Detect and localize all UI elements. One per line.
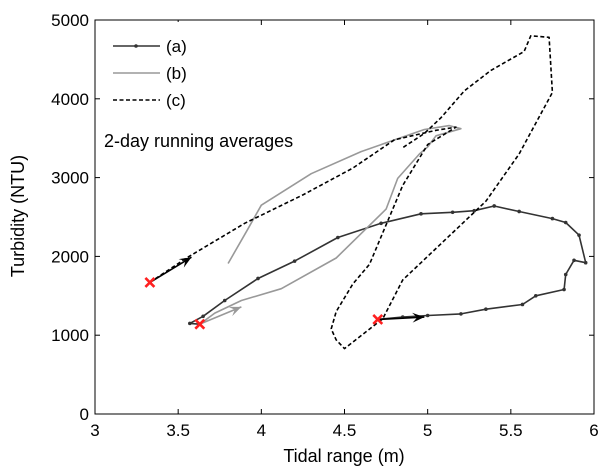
start-marker-x [144,276,156,288]
y-tick-label: 3000 [51,169,89,188]
annotation-text: 2-day running averages [104,131,293,151]
x-tick-label: 4 [257,421,266,440]
legend-label-2: (c) [166,91,186,110]
series-point [425,313,430,318]
series-point [563,220,568,225]
legend-box [103,22,207,110]
start-marker-x [372,314,384,325]
x-tick-label: 3.5 [166,421,190,440]
series-point [583,260,588,265]
series-point [222,298,227,303]
series-point [256,276,260,281]
x-tick-label: 3 [90,421,99,440]
legend-label-0: (a) [166,37,187,56]
series-point [292,259,297,263]
y-axis-label: Turbidity (NTU) [8,155,28,277]
series-point [520,302,525,307]
legend-label-1: (b) [166,64,187,83]
series-point [577,233,581,237]
series-point [419,212,423,216]
direction-arrowhead [412,312,425,323]
marker-layer [144,256,425,330]
legend: (a) (b) (c) [103,22,207,110]
series-line-0 [189,205,587,325]
y-tick-label: 0 [80,405,89,424]
direction-arrow-line [149,256,192,284]
series-layer [149,34,588,350]
series-point [563,272,568,277]
x-tick-label: 5 [423,421,432,440]
tick-layer: 3 3.5 4 4.5 5 5.5 6 0 1000 2000 3000 4000 5000 [51,11,599,440]
y-tick-label: 4000 [51,90,89,109]
y-tick-label: 5000 [51,11,89,30]
x-axis-label: Tidal range (m) [283,446,404,466]
series-point [459,312,463,316]
series-point [562,287,566,292]
series-point [201,314,205,319]
x-tick-label: 5.5 [499,421,523,440]
legend-items: (a) (b) (c) [113,37,187,110]
direction-arrowhead [178,257,192,268]
y-tick-label: 2000 [51,247,89,266]
direction-arrow-line [199,306,242,325]
x-tick-label: 6 [589,421,598,440]
series-point [472,208,477,213]
series-point [517,209,521,214]
series-line-2 [149,34,554,350]
series-point [188,321,192,326]
direction-arrowhead [228,306,242,317]
start-marker-x [194,318,206,330]
series-point [484,307,488,311]
y-tick-label: 1000 [51,326,89,345]
series-point [379,221,383,226]
series-point [533,294,538,298]
legend-point [134,44,138,48]
series-point [550,216,555,221]
series-point [492,204,497,208]
series-point [572,258,576,263]
x-tick-label: 4.5 [333,421,357,440]
direction-arrow-line [377,316,425,321]
series-point [336,235,340,240]
series-point [450,210,455,215]
